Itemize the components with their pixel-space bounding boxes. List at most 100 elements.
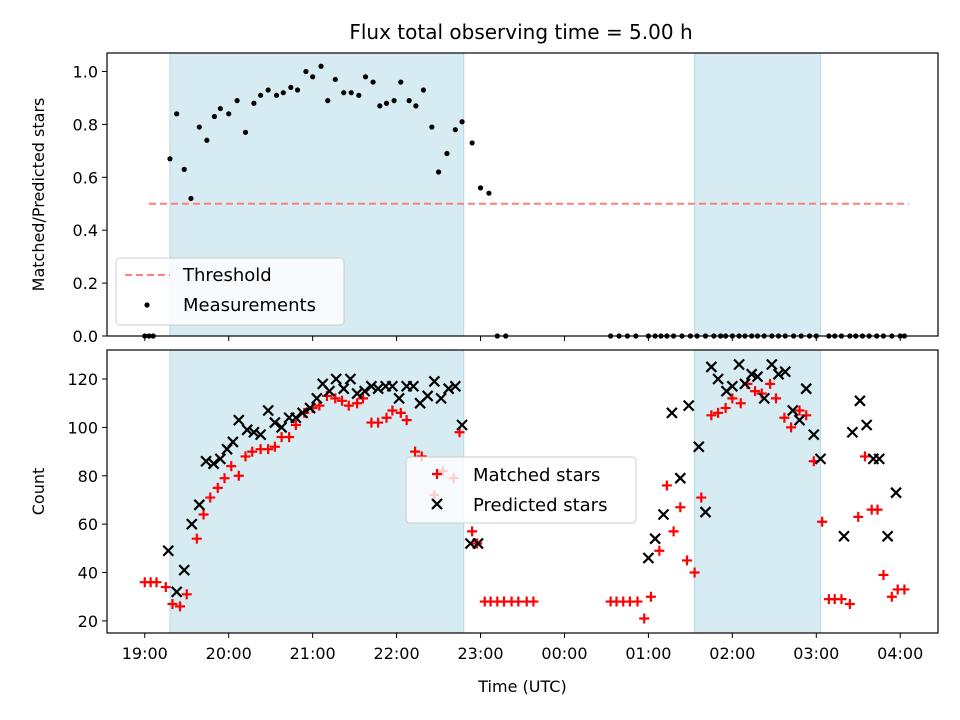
measurement-point [217, 105, 223, 112]
predicted-star-point [666, 407, 678, 419]
measurement-point [234, 98, 240, 104]
y-tick-label: 0.0 [73, 327, 98, 346]
predicted-star-point [330, 373, 342, 385]
predicted-star-point [421, 390, 434, 402]
y-tick-label: 0.6 [73, 168, 98, 187]
matched-star-point [240, 451, 251, 462]
matched-star-point [247, 446, 258, 457]
measurement-point [294, 87, 301, 93]
measurement-point [356, 92, 362, 98]
x-tick-label: 22:00 [374, 644, 420, 663]
matched-star-point [770, 393, 781, 404]
matched-star-point [859, 451, 870, 462]
predicted-star-point [854, 395, 866, 407]
legend-box [405, 456, 637, 524]
y-tick-label: 20 [78, 612, 98, 631]
measurement-point [435, 169, 442, 175]
measurement-point [174, 111, 180, 117]
matched-star-point [682, 555, 693, 566]
matched-star-point [373, 417, 384, 428]
measurement-point [420, 87, 427, 93]
measurement-point [362, 74, 369, 80]
predicted-star-point [227, 436, 239, 448]
predicted-star-point [838, 530, 850, 543]
matched-star-point [381, 412, 392, 423]
predicted-star-point [269, 416, 281, 429]
predicted-star-point [162, 544, 175, 557]
matched-star-point [160, 582, 171, 593]
matched-star-point [639, 613, 650, 624]
matched-star-point [750, 386, 761, 397]
matched-star-point [632, 596, 643, 607]
predicted-star-point [254, 428, 267, 441]
matched-star-point [765, 378, 776, 389]
predicted-star-point [860, 419, 873, 431]
measurement-point [280, 90, 286, 96]
predicted-star-point [337, 382, 350, 395]
predicted-star-point [705, 361, 718, 373]
predicted-star-point [890, 486, 902, 499]
predicted-star-point [344, 373, 357, 385]
measurement-point [370, 79, 376, 85]
x-tick-label: 19:00 [122, 644, 168, 663]
matched-star-point [330, 393, 341, 404]
matched-star-point [886, 591, 897, 602]
matched-star-point [167, 598, 178, 609]
predicted-star-point [692, 440, 705, 453]
matched-star-point [706, 410, 717, 421]
matched-star-point [467, 526, 478, 537]
matched-star-point [836, 594, 847, 605]
matched-star-point [191, 533, 202, 544]
matched-star-point [263, 444, 274, 455]
matched-star-point [226, 461, 237, 472]
bottom-panel: 20 40 60 80 100 120 19:00 20:00 21:00 22:00 23:00 0… [29, 349, 939, 696]
predicted-star-point [407, 380, 420, 393]
measurement-point [486, 190, 492, 196]
measurement-point [188, 195, 194, 202]
predicted-star-point [311, 392, 323, 405]
x-tick-label: 02:00 [709, 644, 755, 663]
matched-star-point [713, 407, 724, 418]
measurement-point [429, 124, 435, 130]
predicted-star-point [304, 402, 316, 414]
predicted-star-point [657, 508, 670, 521]
predicted-star-point [674, 472, 687, 484]
axes-frame [106, 349, 939, 634]
matched-star-point [181, 589, 192, 600]
matched-star-point [899, 584, 910, 595]
predicted-star-point [772, 368, 785, 380]
measurement-point [310, 74, 316, 80]
matched-star-point [878, 569, 889, 580]
matched-star-point [872, 504, 883, 515]
predicted-star-point [207, 457, 220, 470]
measurement-point [459, 119, 465, 125]
legend-matched-swatch [432, 469, 442, 479]
matched-star-point [212, 482, 223, 493]
top-panel: 0.0 0.2 0.4 0.6 0.8 1.0 Matched/Predicted star… [29, 52, 939, 346]
measurement-point [477, 185, 484, 191]
matched-star-point [337, 395, 348, 406]
predicted-star-point [881, 530, 894, 543]
matched-star-point [654, 545, 665, 556]
measurement-point [325, 98, 331, 104]
predicted-star-point [442, 382, 455, 395]
y-tick-label: 0.2 [73, 274, 98, 293]
matched-star-point [395, 407, 406, 418]
predicted-star-point [449, 380, 462, 393]
legend-box [115, 257, 345, 326]
matched-star-point [696, 492, 707, 503]
predicted-star-point [323, 385, 336, 397]
chart-title: Flux total observing time = 5.00 h [349, 20, 692, 44]
predicted-star-point [787, 404, 799, 417]
matched-star-point [727, 393, 738, 404]
matched-star-point [735, 398, 746, 409]
x-tick-label: 21:00 [290, 644, 336, 663]
y-axis-label: Matched/Predicted stars [29, 98, 48, 292]
predicted-star-point [428, 375, 441, 388]
matched-star-point [219, 473, 230, 484]
matched-star-point [269, 441, 280, 452]
matched-star-point [779, 412, 790, 423]
measurement-point [341, 90, 347, 96]
predicted-star-point [248, 426, 260, 439]
